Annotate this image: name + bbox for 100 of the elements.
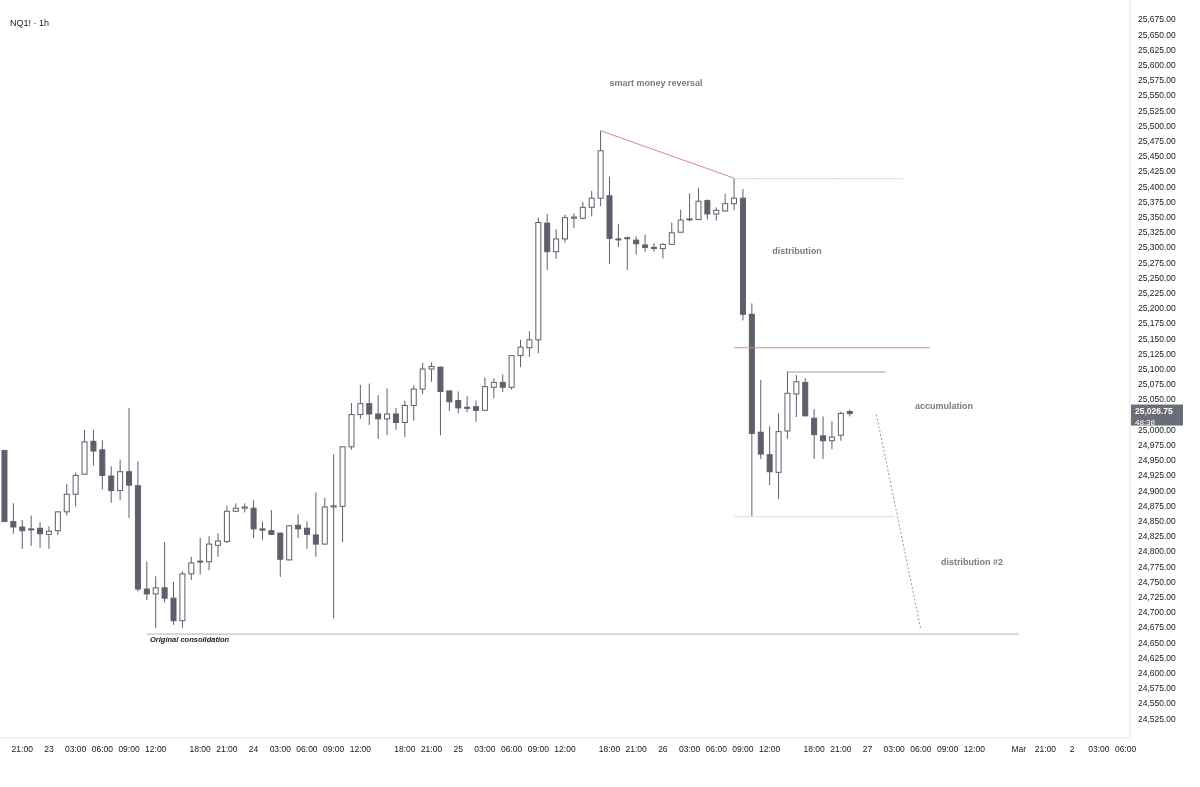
candlestick (45, 525, 52, 550)
x-tick-label: 03:00 (1088, 744, 1110, 755)
y-tick-label: 24,975.00 (1138, 440, 1177, 451)
y-tick-label: 25,525.00 (1138, 105, 1177, 116)
candlestick (126, 407, 133, 519)
candlestick (633, 235, 640, 256)
candlestick (570, 212, 577, 229)
candlestick (473, 400, 480, 423)
candlestick (54, 510, 61, 536)
candlestick (828, 420, 835, 450)
candlestick (811, 408, 818, 460)
candlestick (659, 242, 666, 259)
x-tick-label: 09:00 (732, 744, 754, 755)
candlestick (686, 192, 693, 222)
x-tick-label: 09:00 (323, 744, 345, 755)
x-tick-label: 18:00 (598, 744, 621, 755)
candlestick (820, 415, 827, 460)
y-tick-label: 25,550.00 (1138, 90, 1177, 101)
x-tick-label: 03:00 (474, 744, 496, 755)
y-tick-label: 24,900.00 (1138, 485, 1177, 496)
y-tick-label: 25,425.00 (1138, 166, 1177, 177)
annotation: distribution #2 (940, 557, 1004, 568)
y-tick-label: 24,825.00 (1138, 531, 1177, 542)
x-tick-label: 21:00 (1034, 744, 1057, 755)
y-tick-label: 25,600.00 (1138, 60, 1177, 71)
y-tick-label: 25,300.00 (1138, 242, 1177, 253)
x-tick-label: 06:00 (705, 744, 728, 755)
candlestick (419, 362, 426, 395)
candlestick (375, 394, 382, 440)
x-tick-label: Mar (1011, 744, 1027, 755)
annotation: smart money reversal (609, 78, 703, 89)
x-tick-label: 21:00 (11, 744, 34, 755)
candlestick (90, 429, 97, 467)
x-tick-label: 03:00 (64, 744, 87, 755)
x-tick-label: 24 (248, 744, 259, 755)
y-tick-label: 25,200.00 (1138, 303, 1177, 314)
candlestick (63, 483, 70, 517)
y-tick-label: 25,325.00 (1138, 227, 1177, 238)
y-tick-label: 25,275.00 (1138, 257, 1177, 268)
candlestick (455, 390, 462, 414)
candlestick (401, 400, 408, 438)
candlestick (757, 379, 764, 460)
x-tick-label: 09:00 (118, 744, 140, 755)
candlestick (19, 519, 26, 550)
annotation: distribution (772, 246, 822, 257)
candlestick (384, 387, 391, 436)
candlestick (366, 383, 373, 426)
x-tick-label: 03:00 (678, 744, 701, 755)
y-tick-label: 25,350.00 (1138, 212, 1177, 223)
y-tick-label: 25,000.00 (1138, 424, 1177, 435)
y-tick-label: 24,525.00 (1138, 713, 1177, 724)
y-tick-label: 25,225.00 (1138, 288, 1177, 299)
candlestick (330, 453, 337, 619)
y-tick-label: 25,075.00 (1138, 379, 1177, 390)
x-tick-label: 06:00 (500, 744, 523, 755)
candlestick (143, 561, 150, 601)
candlestick (731, 177, 738, 211)
x-tick-label: 06:00 (910, 744, 932, 755)
candlestick (668, 221, 675, 245)
x-tick-label: 18:00 (803, 744, 826, 755)
candlestick (642, 234, 649, 253)
x-tick-label: 2 (1069, 744, 1075, 755)
candlestick (624, 235, 631, 271)
candlestick (464, 395, 471, 413)
x-tick-label: 03:00 (269, 744, 292, 755)
x-tick-label: 12:00 (554, 744, 576, 755)
candlestick (250, 499, 257, 539)
candlestick (295, 513, 302, 539)
y-tick-label: 24,675.00 (1138, 622, 1177, 633)
candlestick (410, 384, 417, 422)
candlestick (206, 535, 213, 571)
text: 25,026.75 (1135, 405, 1174, 416)
x-tick-label: 18:00 (394, 744, 416, 755)
x-tick-label: 21:00 (216, 744, 238, 755)
y-tick-label: 24,950.00 (1138, 455, 1177, 466)
x-tick-label: 21:00 (625, 744, 648, 755)
y-tick-label: 25,475.00 (1138, 136, 1177, 147)
x-tick-label: 25 (453, 744, 464, 755)
y-tick-label: 24,850.00 (1138, 515, 1177, 526)
y-tick-label: 25,450.00 (1138, 151, 1177, 162)
candlestick (562, 214, 569, 244)
x-tick-label: 12:00 (759, 744, 781, 755)
y-tick-label: 24,875.00 (1138, 500, 1177, 511)
y-tick-label: 25,100.00 (1138, 364, 1177, 375)
candlestick (553, 228, 560, 260)
annotation: accumulation (914, 401, 974, 412)
candlestick (392, 407, 399, 431)
y-tick-label: 25,575.00 (1138, 75, 1177, 86)
y-tick-label: 24,750.00 (1138, 576, 1177, 587)
candlestick (695, 187, 702, 221)
candlestick (197, 537, 204, 575)
y-tick-label: 25,500.00 (1138, 120, 1177, 131)
y-tick-label: 25,625.00 (1138, 44, 1177, 55)
y-tick-label: 24,625.00 (1138, 652, 1177, 663)
y-tick-label: 24,925.00 (1138, 470, 1177, 481)
candlestick (28, 515, 35, 547)
candlestick (117, 459, 124, 501)
x-tick-label: 12:00 (145, 744, 167, 755)
candlestick (188, 556, 195, 581)
x-tick-label: 23 (44, 744, 54, 755)
